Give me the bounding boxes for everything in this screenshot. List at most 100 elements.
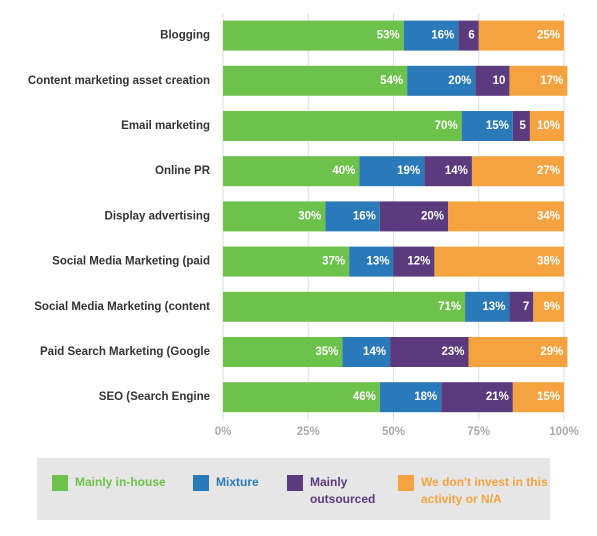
value-label: 34% — [537, 210, 560, 222]
bar-segment — [458, 20, 479, 51]
bar-segment — [342, 337, 391, 367]
value-label: 40% — [332, 165, 355, 177]
value-label: 15% — [537, 391, 560, 403]
bar-segment — [223, 291, 466, 322]
value-label: 27% — [537, 165, 560, 177]
value-label: 14% — [363, 346, 386, 358]
bar-segment — [223, 337, 343, 367]
value-label: 10 — [493, 75, 506, 87]
value-label: 30% — [298, 210, 321, 222]
value-label: 71% — [438, 301, 461, 313]
bar-segment — [512, 382, 564, 413]
category-label: Email marketing — [121, 120, 210, 132]
value-label: 16% — [353, 210, 376, 222]
value-label: 15% — [486, 120, 509, 132]
bar-segment — [359, 156, 425, 187]
legend-item: Mixture — [193, 474, 296, 491]
category-label: Blogging — [160, 30, 210, 42]
x-tick-label: 100% — [549, 426, 578, 438]
value-label: 23% — [441, 346, 464, 358]
value-label: 53% — [377, 30, 400, 42]
bar-segment — [512, 111, 530, 141]
value-label: 9% — [543, 301, 560, 313]
legend-item: Mainly in-house — [52, 474, 186, 491]
value-label: 13% — [482, 301, 505, 313]
bar-segment — [223, 65, 408, 96]
value-label: 38% — [537, 256, 560, 268]
value-label: 10% — [537, 120, 560, 132]
bar-segment — [448, 201, 564, 232]
bar-segment — [509, 65, 568, 96]
legend-label: Mixture — [216, 475, 259, 489]
category-label: Online PR — [155, 165, 211, 177]
bar-segment — [223, 156, 360, 187]
value-label: 5 — [519, 120, 526, 132]
x-tick-label: 0% — [215, 426, 232, 438]
legend: Mainly in-house Mixture Mainly outsourced W… — [37, 458, 550, 520]
value-label: 13% — [366, 256, 389, 268]
bar-segment — [349, 246, 394, 277]
value-label: 54% — [380, 75, 403, 87]
category-label: SEO (Search Engine — [99, 391, 210, 403]
value-label: 7 — [523, 301, 529, 313]
value-label: 14% — [445, 165, 468, 177]
legend-item: We don't invest in this activity or N/A — [398, 474, 561, 508]
bar-segment — [223, 246, 350, 277]
bar-segment — [478, 20, 564, 51]
category-label: Social Media Marketing (paid — [52, 256, 210, 268]
value-label: 46% — [353, 391, 376, 403]
bar-segment — [379, 382, 442, 413]
bar-segment — [471, 156, 564, 187]
x-tick-label: 75% — [467, 426, 490, 438]
category-label: Display advertising — [105, 210, 210, 222]
value-label: 19% — [397, 165, 420, 177]
value-label: 18% — [414, 391, 437, 403]
bar-segment — [424, 156, 472, 187]
bar-segment — [223, 382, 380, 413]
bar-segment — [325, 201, 380, 232]
category-label: Social Media Marketing (content — [34, 301, 210, 313]
value-label: 25% — [537, 30, 560, 42]
bar-segment — [509, 291, 534, 322]
bar-segment — [390, 337, 469, 367]
legend-label: We don't invest in this activity or N/A — [421, 475, 548, 506]
legend-label: Mainly outsourced — [310, 475, 376, 506]
value-label: 70% — [435, 120, 458, 132]
value-label: 20% — [448, 75, 471, 87]
value-label: 6 — [468, 30, 474, 42]
bar-segment — [529, 111, 564, 141]
value-label: 21% — [486, 391, 509, 403]
category-label: Content marketing asset creation — [28, 75, 210, 87]
x-tick-label: 25% — [297, 426, 320, 438]
value-label: 20% — [421, 210, 444, 222]
category-label: Paid Search Marketing (Google — [40, 346, 210, 358]
legend-swatch — [287, 475, 303, 491]
bar-segment — [434, 246, 564, 277]
legend-swatch — [398, 475, 414, 491]
bar-segment — [461, 111, 513, 141]
legend-swatch — [193, 475, 209, 491]
bar-segment — [407, 65, 476, 96]
chart: 0% 25% 50% 75% 100% Blogging 53% 16% 6 25% Content… — [28, 13, 579, 438]
bar-segment — [223, 20, 404, 51]
bar-segment — [465, 291, 510, 322]
bar-segment — [223, 201, 326, 232]
bar-segment — [475, 65, 510, 96]
value-label: 37% — [322, 256, 345, 268]
bar-segment — [403, 20, 459, 51]
bar-segment — [533, 291, 564, 322]
x-tick-label: 50% — [382, 426, 405, 438]
value-label: 35% — [315, 346, 338, 358]
bar-segment — [393, 246, 435, 277]
value-label: 17% — [540, 75, 563, 87]
legend-label: Mainly in-house — [75, 475, 166, 489]
value-label: 29% — [540, 346, 563, 358]
bar-segment — [223, 111, 462, 141]
bar-segment — [468, 337, 568, 367]
legend-item: Mainly outsourced — [287, 474, 390, 508]
value-label: 16% — [431, 30, 454, 42]
bar-segment — [379, 201, 449, 232]
legend-swatch — [52, 475, 68, 491]
bar-segment — [441, 382, 513, 413]
